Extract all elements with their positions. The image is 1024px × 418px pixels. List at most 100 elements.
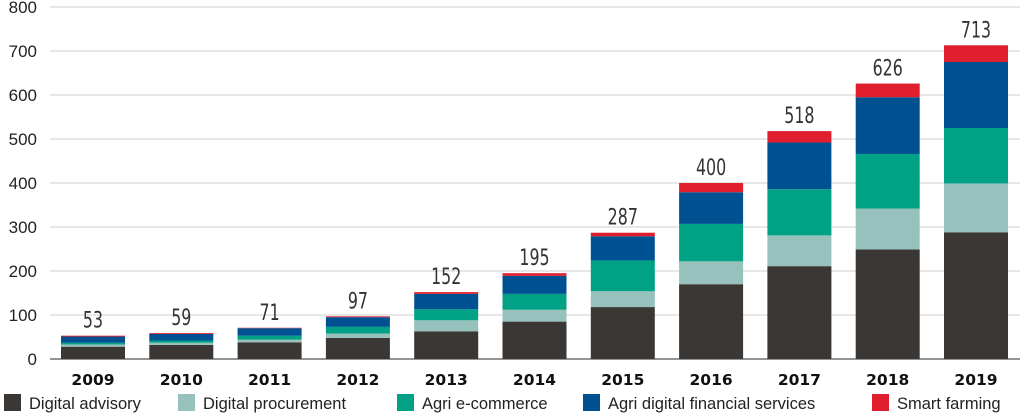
bar-segment-2016-5 [679, 183, 744, 193]
bar-segment-2009-5 [61, 335, 125, 337]
legend: Digital advisory Digital procurement Agri … [4, 394, 1001, 413]
legend-label-3: Agri e-commerce [422, 395, 548, 413]
legend-swatch-3 [397, 394, 414, 411]
bar-segment-2009-2 [61, 344, 125, 347]
legend-swatch-4 [583, 394, 600, 411]
x-tick-label-2016: 2016 [690, 371, 733, 389]
total-label-2017: 518 [784, 102, 814, 128]
bar-segment-2011-4 [237, 328, 302, 336]
bar-segment-2015-5 [590, 232, 655, 237]
bar-segment-2015-4 [590, 236, 655, 261]
legend-swatch-1 [4, 394, 21, 411]
bar-segment-2010-2 [149, 342, 214, 345]
bar-segment-2014-3 [502, 293, 567, 310]
bar-segment-2019-2 [944, 183, 1008, 233]
x-tick-label-2013: 2013 [425, 371, 468, 389]
x-tick-label-2011: 2011 [248, 371, 291, 389]
bar-segment-2017-4 [767, 142, 832, 190]
legend-swatch-5 [872, 394, 889, 411]
y-tick-label: 400 [9, 174, 37, 193]
bar-segment-2013-1 [414, 331, 479, 359]
bar-segment-2011-2 [237, 339, 302, 343]
bar-segment-2012-5 [325, 316, 390, 318]
total-label-2013: 152 [431, 263, 461, 289]
total-label-2010: 59 [171, 304, 191, 330]
x-tick-label-2019: 2019 [954, 371, 997, 389]
legend-label-4: Agri digital financial services [608, 395, 815, 413]
x-axis-ticks: 2009 2010 2011 2012 2013 2014 2015 2016 2017 2018… [71, 371, 997, 389]
bar-segment-2012-4 [325, 317, 390, 327]
bar-segment-2018-4 [855, 97, 920, 154]
legend-label-5: Smart farming [897, 395, 1001, 413]
bar-segment-2012-1 [325, 337, 390, 359]
bar-segment-2019-1 [944, 232, 1008, 359]
y-tick-label: 700 [9, 42, 37, 61]
legend-label-2: Digital procurement [203, 395, 346, 413]
total-label-2009: 53 [83, 307, 103, 333]
bar-segment-2017-1 [767, 266, 832, 359]
y-tick-label: 200 [9, 262, 37, 281]
x-tick-label-2017: 2017 [778, 371, 821, 389]
bar-segment-2018-1 [855, 249, 920, 359]
bar-segment-2014-2 [502, 309, 567, 322]
bar-segment-2009-4 [61, 336, 125, 343]
y-tick-label: 100 [9, 306, 37, 325]
bar-segment-2015-2 [590, 291, 655, 308]
bar-segment-2013-4 [414, 293, 479, 310]
bar-segment-2018-2 [855, 208, 920, 250]
y-tick-label: 600 [9, 86, 37, 105]
bar-segment-2018-5 [855, 83, 920, 98]
bar-segment-2010-3 [149, 340, 214, 343]
total-label-2015: 287 [608, 204, 638, 230]
bar-segment-2010-4 [149, 333, 214, 341]
total-label-2018: 626 [873, 55, 903, 81]
total-labels: 53 59 71 97 152 195 287 400 518 626 713 [83, 17, 991, 334]
bar-segment-2013-3 [414, 309, 479, 321]
bar-segment-2017-2 [767, 235, 832, 267]
x-tick-label-2009: 2009 [71, 371, 114, 389]
bars [61, 45, 1008, 359]
bar-segment-2014-1 [502, 321, 567, 359]
total-label-2019: 713 [961, 17, 991, 43]
bar-segment-2018-3 [855, 153, 920, 209]
x-tick-label-2018: 2018 [866, 371, 909, 389]
bar-segment-2014-4 [502, 275, 567, 294]
y-tick-label: 500 [9, 130, 37, 149]
x-tick-label-2012: 2012 [336, 371, 379, 389]
legend-label-1: Digital advisory [29, 395, 142, 413]
bar-segment-2011-3 [237, 335, 302, 340]
bar-segment-2017-5 [767, 131, 832, 143]
y-axis-ticks: 0 100 200 300 400 500 600 700 800 [9, 0, 37, 369]
y-tick-label: 300 [9, 218, 37, 237]
bar-segment-2011-1 [237, 342, 302, 359]
bar-segment-2012-2 [325, 333, 390, 338]
bar-segment-2013-2 [414, 320, 479, 332]
y-tick-label: 0 [28, 350, 37, 369]
grid-lines [50, 6, 1020, 360]
total-label-2014: 195 [519, 245, 549, 271]
bar-segment-2016-4 [679, 192, 744, 224]
bar-segment-2015-1 [590, 307, 655, 359]
bar-segment-2016-3 [679, 223, 744, 262]
bar-segment-2016-2 [679, 261, 744, 285]
y-tick-label: 800 [9, 0, 37, 17]
bar-segment-2010-1 [149, 344, 214, 359]
bar-segment-2009-3 [61, 342, 125, 345]
total-label-2012: 97 [348, 288, 368, 314]
x-tick-label-2015: 2015 [601, 371, 644, 389]
total-label-2016: 400 [696, 154, 726, 180]
bar-segment-2012-3 [325, 326, 390, 334]
bar-segment-2016-1 [679, 284, 744, 359]
bar-segment-2014-5 [502, 273, 567, 276]
total-label-2011: 71 [260, 299, 280, 325]
bar-segment-2009-1 [61, 346, 125, 359]
legend-swatch-2 [178, 394, 195, 411]
bar-segment-2015-3 [590, 260, 655, 292]
bar-segment-2013-5 [414, 292, 479, 294]
x-tick-label-2010: 2010 [160, 371, 203, 389]
x-tick-label-2014: 2014 [513, 371, 556, 389]
bar-segment-2019-3 [944, 128, 1008, 184]
bar-segment-2017-3 [767, 189, 832, 236]
bar-segment-2019-5 [944, 45, 1008, 62]
